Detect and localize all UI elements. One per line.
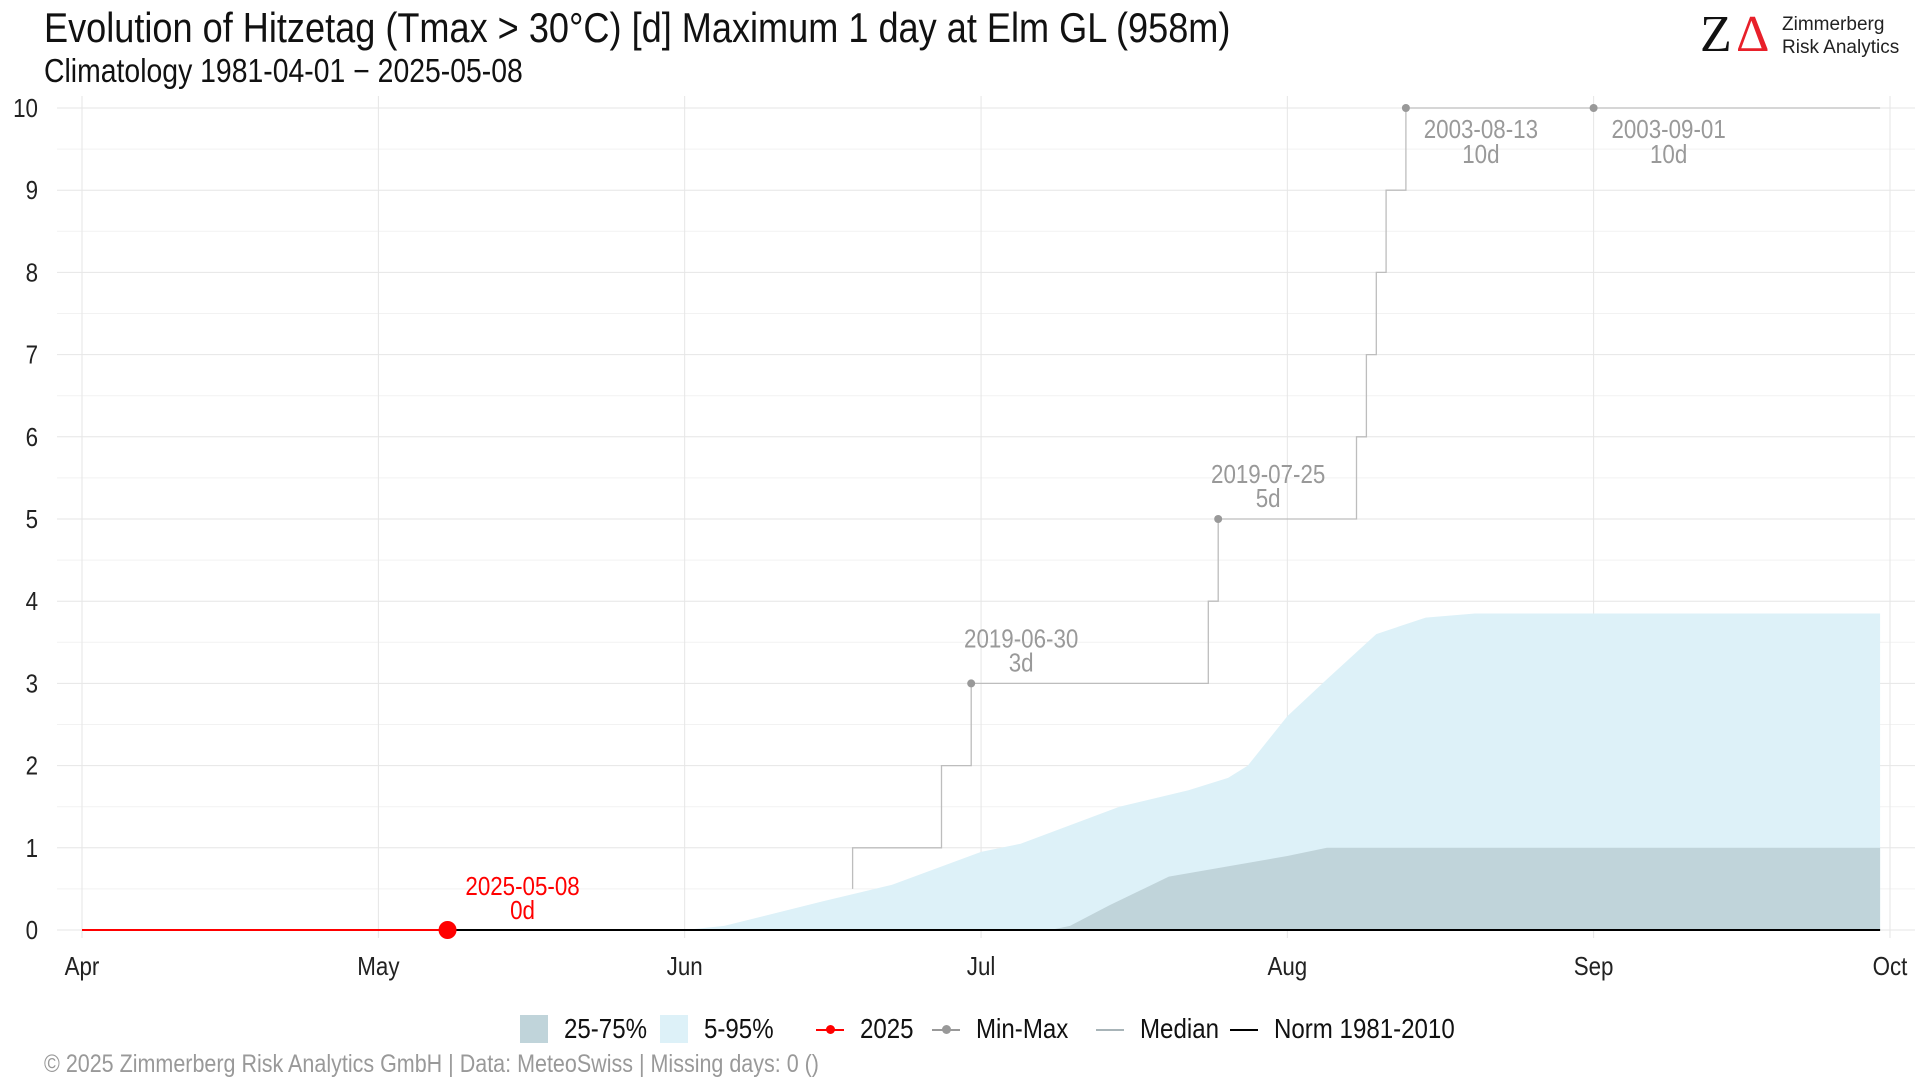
annotation-date-label: 2003-08-13 <box>1424 115 1538 144</box>
legend-label-90: 5-95% <box>704 1013 774 1044</box>
x-tick-label: Oct <box>1873 952 1908 981</box>
logo-mark: Z <box>1700 6 1732 63</box>
series-line-min-max <box>851 107 1881 889</box>
annotation-date-label: 2003-09-01 <box>1611 115 1725 144</box>
chart-subtitle: Climatology 1981-04-01 − 2025-05-08 <box>44 52 523 89</box>
legend-line-norm <box>1230 1029 1258 1031</box>
y-tick-label: 0 <box>26 916 38 945</box>
x-tick-label: Jun <box>667 952 703 981</box>
legend-label-minmax: Min-Max <box>976 1013 1069 1044</box>
y-tick-label: 6 <box>26 423 38 452</box>
logo-text-line2: Risk Analytics <box>1782 37 1900 58</box>
band-25-75 <box>1050 847 1881 930</box>
y-tick-label: 2 <box>26 752 38 781</box>
x-tick-label: May <box>357 952 400 981</box>
annotation-date-label: 2019-07-25 <box>1211 460 1325 489</box>
y-tick-label: 4 <box>26 588 38 617</box>
annotation-value-label: 0d <box>510 896 535 925</box>
legend-label-iqr: 25-75% <box>564 1013 648 1044</box>
record-point <box>967 679 976 688</box>
legend-dot-current <box>826 1025 835 1034</box>
logo-text-line1: Zimmerberg <box>1782 14 1885 35</box>
annotation-date-label: 2025-05-08 <box>465 872 579 901</box>
annotation-value-label: 5d <box>1256 484 1281 513</box>
legend-label-norm: Norm 1981-2010 <box>1274 1013 1455 1044</box>
legend-swatch-90 <box>660 1015 688 1043</box>
annotation-value-label: 3d <box>1009 649 1034 678</box>
legend-dot-minmax <box>942 1025 951 1034</box>
x-tick-label: Apr <box>65 952 100 981</box>
current-point <box>438 921 457 939</box>
y-tick-label: 8 <box>26 259 38 288</box>
record-point <box>1589 104 1598 112</box>
legend-label-current: 2025 <box>860 1013 914 1044</box>
annotation-date-label: 2019-06-30 <box>964 625 1078 654</box>
annotation-value-label: 10d <box>1462 140 1499 169</box>
chart-title: Evolution of Hitzetag (Tmax > 30°C) [d] … <box>44 4 1231 51</box>
y-tick-label: 9 <box>26 177 38 206</box>
x-tick-label: Jul <box>967 952 996 981</box>
company-logo: Z Δ Zimmerberg Risk Analytics <box>1700 6 1900 63</box>
record-point <box>1214 515 1223 523</box>
y-tick-label: 5 <box>26 505 38 534</box>
annotation-value-label: 10d <box>1650 140 1687 169</box>
x-tick-label: Sep <box>1574 952 1614 981</box>
y-tick-label: 7 <box>26 341 38 370</box>
legend-line-median <box>1096 1029 1124 1031</box>
legend-label-median: Median <box>1140 1013 1219 1044</box>
record-point <box>1401 104 1410 112</box>
logo-delta: Δ <box>1736 6 1770 63</box>
chart-footer: © 2025 Zimmerberg Risk Analytics GmbH | … <box>44 1050 819 1078</box>
y-tick-label: 1 <box>26 834 38 863</box>
y-tick-label: 10 <box>13 94 38 123</box>
y-tick-label: 3 <box>26 670 38 699</box>
legend-swatch-iqr <box>520 1015 548 1043</box>
x-tick-label: Aug <box>1267 952 1307 981</box>
